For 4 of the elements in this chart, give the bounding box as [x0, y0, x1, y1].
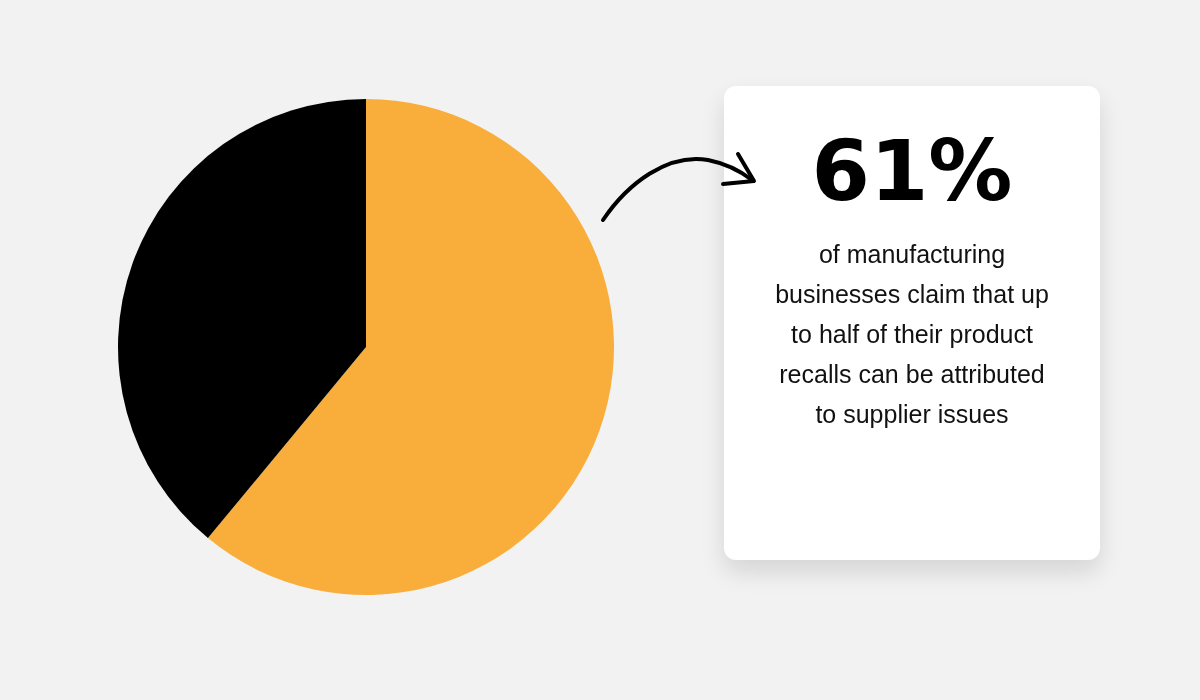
- pie-slice: [118, 99, 366, 539]
- data-label: 61%: [811, 122, 1013, 220]
- pie-slice: [207, 99, 614, 595]
- text: of manufacturing businesses claim that up to half of their product recalls can be attributed to supplier issues: [775, 240, 1049, 428]
